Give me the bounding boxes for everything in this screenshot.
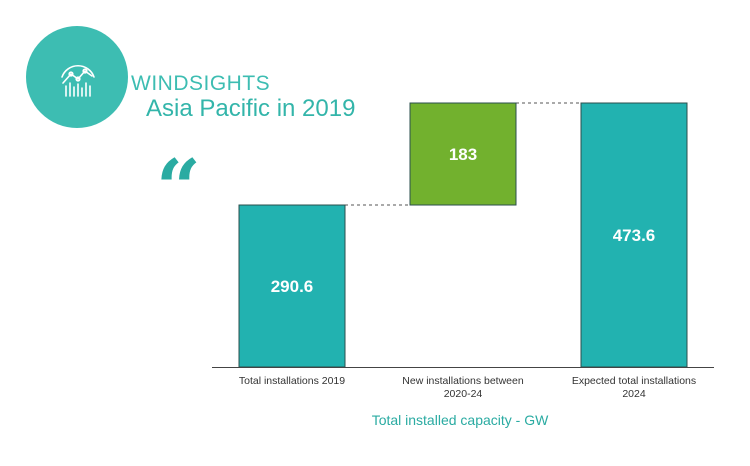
x-axis-title: Total installed capacity - GW — [300, 412, 620, 428]
waterfall-chart: 290.6 183 473.6 Total installations 2019 New… — [0, 0, 750, 466]
category-label: 2024 — [622, 388, 646, 400]
category-label: New installations between — [402, 375, 524, 387]
data-label: 290.6 — [271, 277, 314, 296]
category-label: 2020-24 — [444, 388, 483, 400]
category-label: Total installations 2019 — [239, 375, 345, 387]
data-label: 473.6 — [613, 226, 656, 245]
data-label: 183 — [449, 145, 477, 164]
category-label: Expected total installations — [572, 375, 696, 387]
